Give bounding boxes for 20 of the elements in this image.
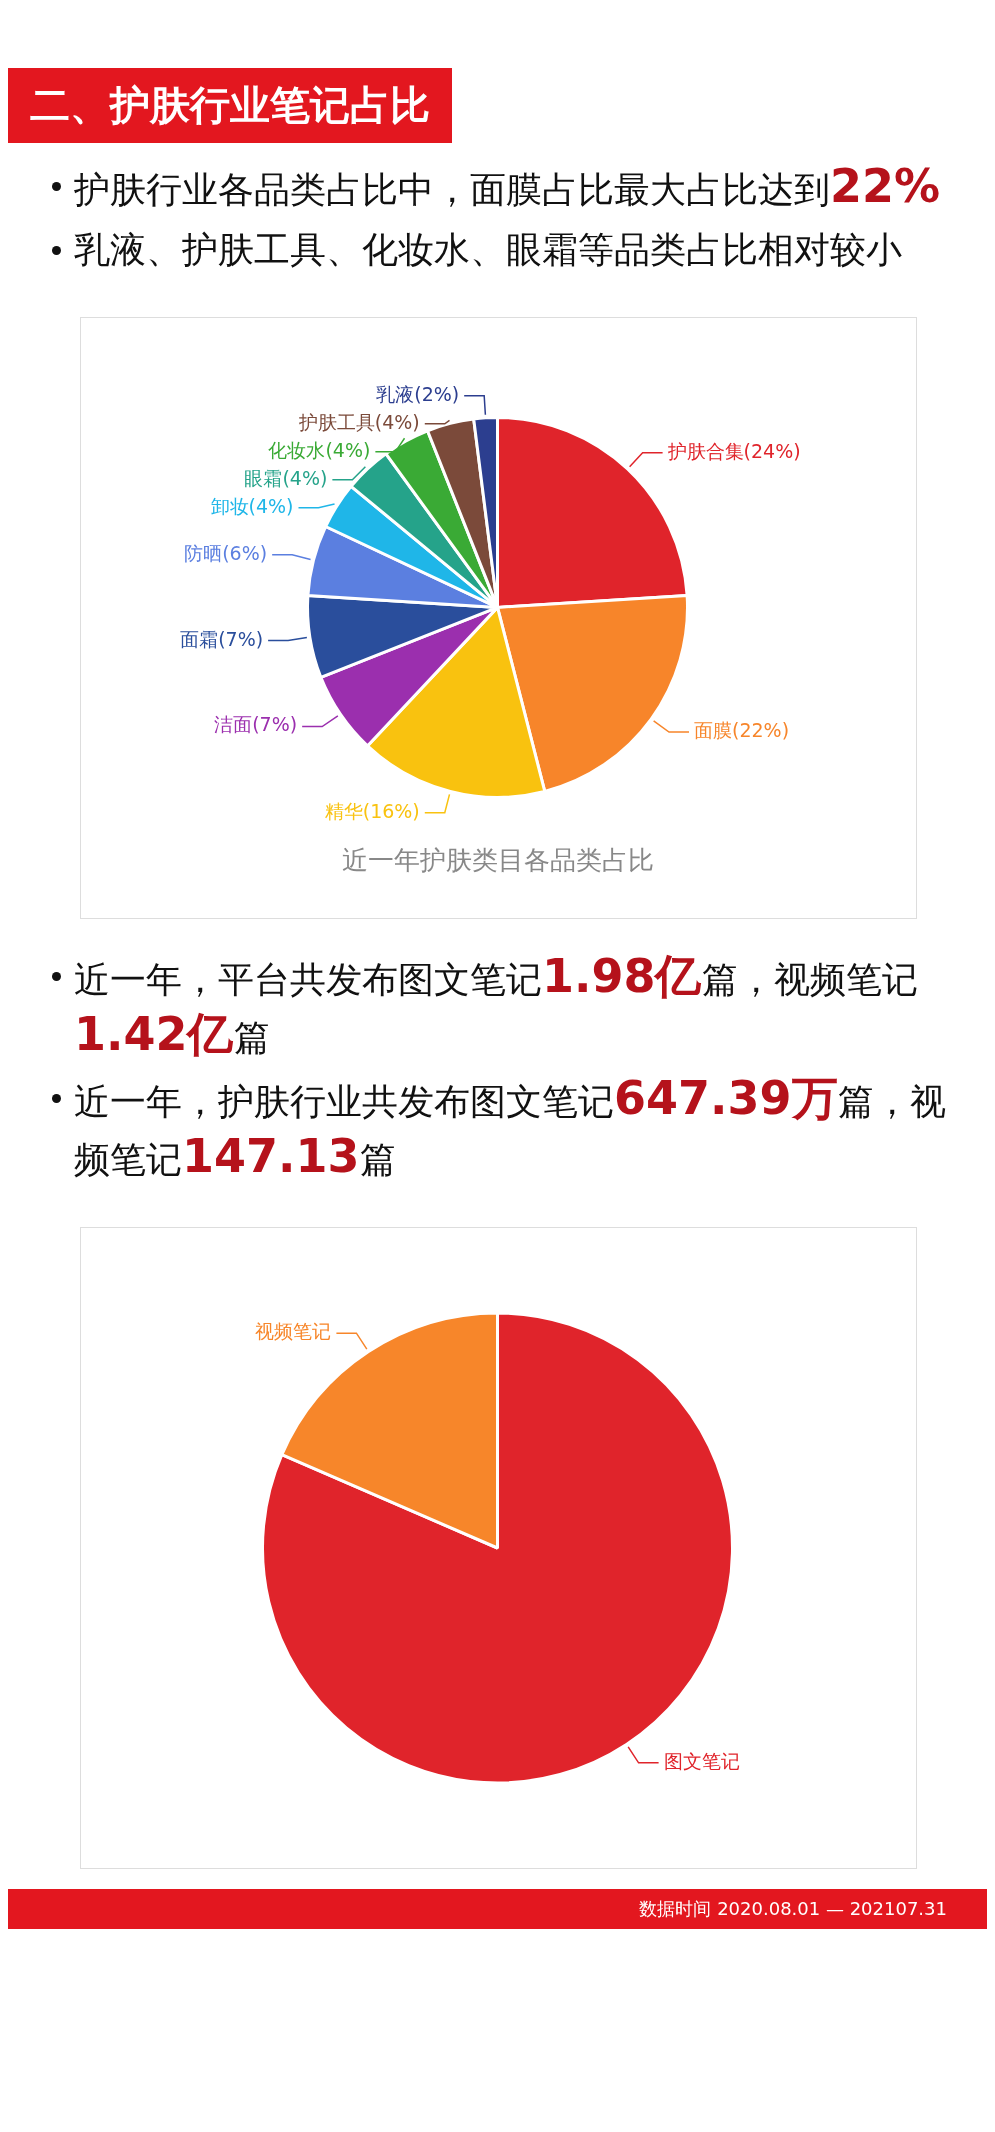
slice-label: 洁面(7%) [214, 713, 298, 736]
text: 数据时间 2020.08.01 — 202107.31 [8, 1889, 987, 1929]
slice-label: 卸妆(4%) [210, 494, 294, 517]
slice-label: 护肤工具(4%) [297, 410, 420, 433]
slice-label: 乳液(2%) [376, 382, 460, 405]
slice-label: 视频笔记 [255, 1320, 332, 1343]
slice-label: 护肤合集(24%) [666, 439, 801, 462]
text: 近一年护肤类目各品类占比 [341, 845, 654, 876]
text: 近一年，平台共发布图文笔记1.98亿篇，视频笔记1.42亿篇 [74, 949, 918, 1061]
text: 二、护肤行业笔记占比 [8, 68, 452, 143]
slice-label: 化妆水(4%) [268, 438, 371, 461]
text: 护肤行业各品类占比中，面膜占比最大占比达到22% [74, 159, 941, 213]
slice-label: 精华(16%) [324, 799, 420, 822]
slice-label: 眼霜(4%) [244, 466, 328, 489]
slice-label: 面膜(22%) [694, 718, 790, 741]
slice-label: 防晒(6%) [184, 541, 268, 564]
slice-label: 图文笔记 [663, 1749, 740, 1772]
text: 乳液、护肤工具、化妆水、眼霜等品类占比相对较小 [74, 229, 902, 270]
text: 近一年，护肤行业共发布图文笔记647.39万篇，视频笔记147.13篇 [74, 1071, 946, 1183]
slice-label: 面霜(7%) [180, 627, 264, 650]
